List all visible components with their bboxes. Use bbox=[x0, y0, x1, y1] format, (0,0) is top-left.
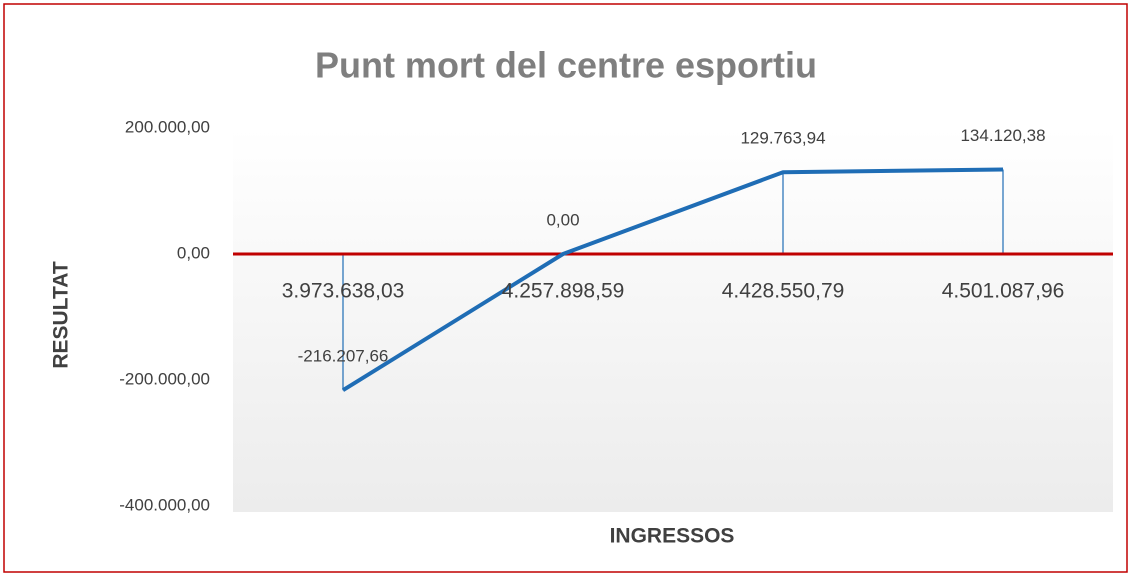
y-tick-label: 0,00 bbox=[177, 243, 210, 262]
y-tick-label: 200.000,00 bbox=[125, 117, 210, 136]
x-axis-title: INGRESSOS bbox=[610, 525, 735, 548]
y-tick-label: -400.000,00 bbox=[119, 495, 210, 514]
data-label: 0,00 bbox=[546, 210, 579, 229]
x-tick-label: 3.973.638,03 bbox=[282, 280, 405, 303]
data-label: 134.120,38 bbox=[960, 126, 1045, 145]
plot-area bbox=[233, 128, 1113, 512]
y-axis-title: RESULTAT bbox=[50, 261, 73, 368]
x-tick-label: 4.428.550,79 bbox=[722, 280, 845, 303]
chart-title: Punt mort del centre esportiu bbox=[315, 45, 817, 86]
y-tick-label: -200.000,00 bbox=[119, 369, 210, 388]
data-label: -216.207,66 bbox=[298, 347, 389, 366]
x-tick-label: 4.501.087,96 bbox=[942, 280, 1065, 303]
x-tick-label: 4.257.898,59 bbox=[502, 280, 625, 303]
data-label: 129.763,94 bbox=[740, 129, 825, 148]
series-line bbox=[341, 167, 1004, 392]
